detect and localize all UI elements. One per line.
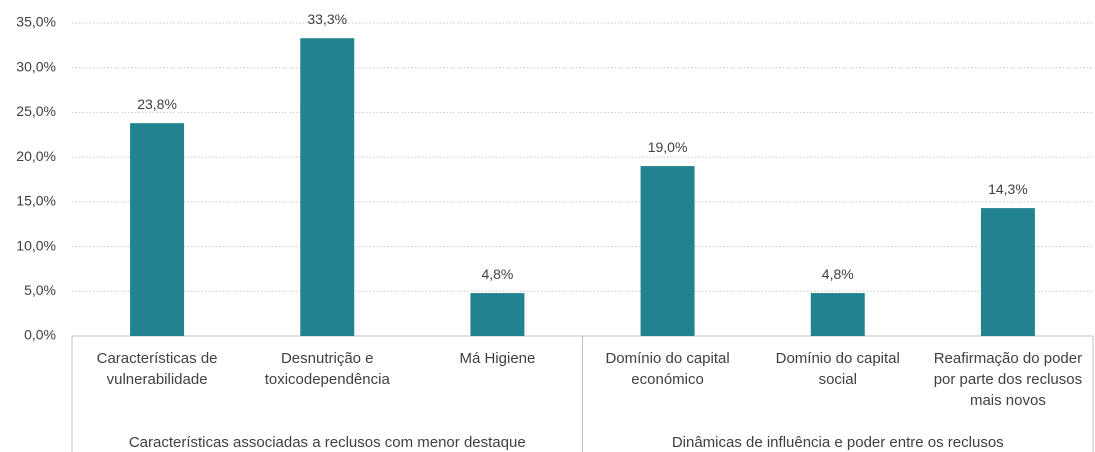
bar xyxy=(470,293,525,336)
bar xyxy=(980,208,1035,336)
x-tick-label: Reafirmação do poder por parte dos reclu… xyxy=(933,350,1083,409)
group-label: Características associadas a reclusos co… xyxy=(129,434,526,451)
group-label: Dinâmicas de influência e poder entre os… xyxy=(672,434,1004,451)
y-tick-label: 30,0% xyxy=(16,58,56,74)
bar xyxy=(810,293,865,336)
y-tick-label: 25,0% xyxy=(16,103,56,119)
y-tick-label: 35,0% xyxy=(16,14,56,30)
y-tick-label: 20,0% xyxy=(16,148,56,164)
value-label: 19,0% xyxy=(648,139,688,155)
bar xyxy=(640,166,695,336)
x-tick-label: Domínio do capital económico xyxy=(605,350,730,388)
y-tick-label: 5,0% xyxy=(24,282,56,298)
value-label: 4,8% xyxy=(822,266,854,282)
x-tick-label: Características de vulnerabilidade xyxy=(96,350,218,388)
value-label: 14,3% xyxy=(988,181,1028,197)
x-tick-label: Má Higiene xyxy=(459,350,536,367)
y-tick-label: 10,0% xyxy=(16,237,56,253)
bar xyxy=(300,38,355,337)
value-label: 23,8% xyxy=(137,96,177,112)
x-tick-label: Desnutrição e toxicodependência xyxy=(264,350,390,388)
bar xyxy=(130,123,185,336)
y-tick-label: 0,0% xyxy=(24,327,56,343)
x-tick-label: Domínio do capital social xyxy=(775,350,900,388)
value-label: 33,3% xyxy=(307,11,347,27)
value-label: 4,8% xyxy=(481,266,513,282)
y-tick-label: 15,0% xyxy=(16,193,56,209)
